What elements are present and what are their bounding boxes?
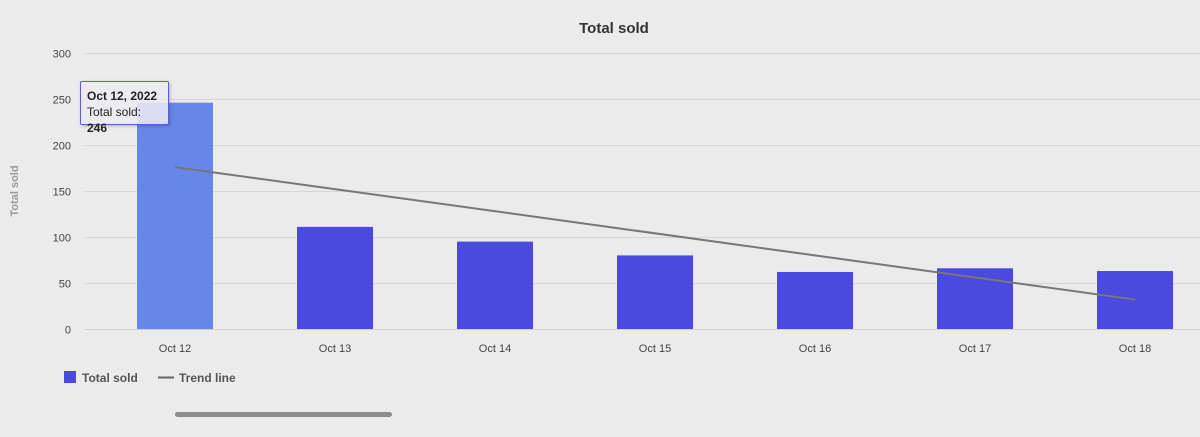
y-axis-ticks: 0 50 100 150 200 250 300 [53,49,71,337]
x-tick-label: Oct 12 [159,343,191,355]
legend-label-trend-line: Trend line [179,371,236,385]
tooltip-body: Total sold: 246 [87,104,162,136]
x-tick-label: Oct 15 [639,343,671,355]
gridlines [85,53,1200,284]
y-tick-label: 300 [53,49,71,61]
horizontal-scrollbar[interactable] [175,412,392,417]
bar [1097,271,1173,329]
tooltip: Oct 12, 2022 Total sold: 246 [80,81,169,135]
x-axis-ticks: Oct 12 Oct 13 Oct 14 Oct 15 Oct 16 Oct 17 Oct … [159,343,1151,355]
bar [457,241,533,329]
bar [777,271,853,329]
legend-item-total-sold[interactable]: Total sold [64,371,138,385]
trend-line [174,166,1136,301]
tooltip-value: 246 [87,121,108,135]
x-tick-label: Oct 13 [319,343,351,355]
bar [297,226,373,329]
y-tick-label: 150 [53,187,71,199]
y-tick-label: 0 [65,325,71,337]
bars [137,102,1173,330]
chart-title: Total sold [579,20,649,37]
legend-item-trend-line[interactable]: Trend line [158,371,236,385]
x-tick-label: Oct 14 [479,343,511,355]
y-axis-title: Total sold [9,165,21,216]
trend-line-group [174,166,1136,301]
tooltip-date: Oct 12, 2022 [87,89,158,103]
y-tick-label: 100 [53,233,71,245]
x-tick-label: Oct 17 [959,343,991,355]
bar [617,255,693,329]
y-tick-label: 250 [53,95,71,107]
legend: Total sold Trend line [64,371,236,385]
y-tick-label: 200 [53,141,71,153]
legend-swatch-bars [64,371,76,383]
bar [137,102,213,330]
tooltip-label: Total sold: [87,105,142,119]
x-tick-label: Oct 16 [799,343,831,355]
y-tick-label: 50 [59,279,71,291]
legend-label-total-sold: Total sold [82,371,138,385]
x-tick-label: Oct 18 [1119,343,1151,355]
